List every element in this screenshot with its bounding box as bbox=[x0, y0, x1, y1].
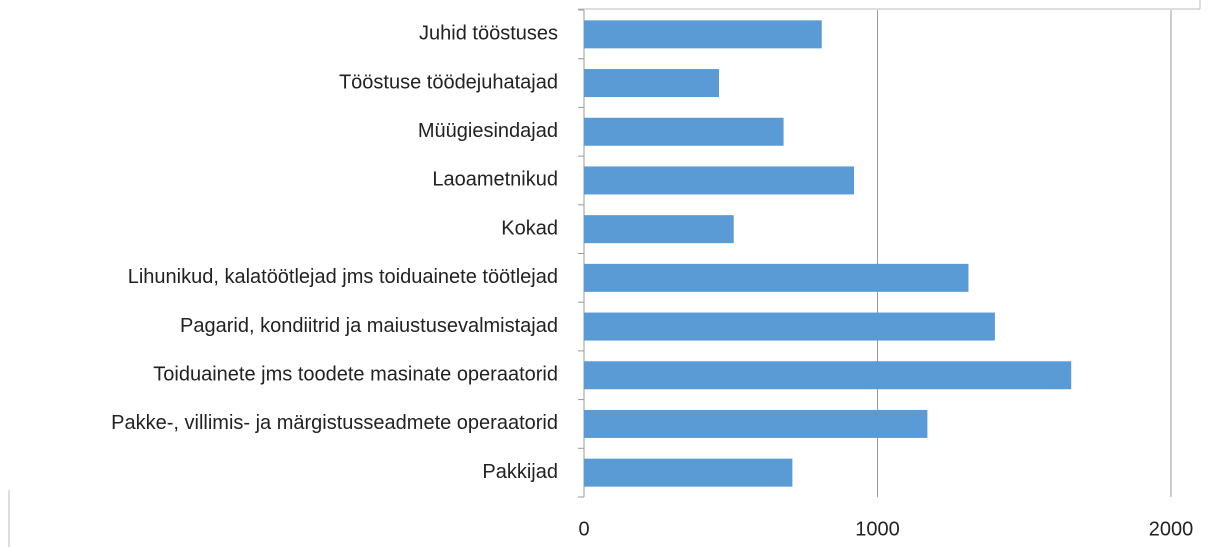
bar bbox=[584, 69, 720, 98]
bar bbox=[584, 409, 928, 438]
bar bbox=[584, 215, 734, 244]
y-tick-label: Toiduainete jms toodete masinate operaat… bbox=[153, 364, 558, 386]
y-tick-label: Pakkijad bbox=[482, 461, 558, 483]
y-tick-label: Kokad bbox=[501, 217, 558, 239]
bar bbox=[584, 312, 995, 341]
bar bbox=[584, 458, 793, 487]
x-tick-label: 1000 bbox=[855, 518, 900, 540]
y-tick-label: Tööstuse töödejuhatajad bbox=[339, 71, 558, 93]
bar bbox=[584, 361, 1072, 390]
y-tick-label: Pagarid, kondiitrid ja maiustusevalmista… bbox=[180, 315, 558, 337]
y-tick-label: Pakke-, villimis- ja märgistusseadmete o… bbox=[111, 412, 558, 434]
y-tick-label: Laoametnikud bbox=[432, 169, 558, 191]
x-tick-label: 2000 bbox=[1149, 518, 1194, 540]
bar bbox=[584, 166, 855, 195]
bar bbox=[584, 117, 784, 146]
y-tick-label: Lihunikud, kalatöötlejad jms toiduainete… bbox=[128, 266, 558, 288]
x-tick-label: 0 bbox=[578, 518, 589, 540]
bar bbox=[584, 263, 969, 292]
y-tick-label: Müügiesindajad bbox=[418, 120, 558, 142]
y-tick-label: Juhid tööstuses bbox=[419, 23, 558, 45]
bar bbox=[584, 20, 822, 49]
